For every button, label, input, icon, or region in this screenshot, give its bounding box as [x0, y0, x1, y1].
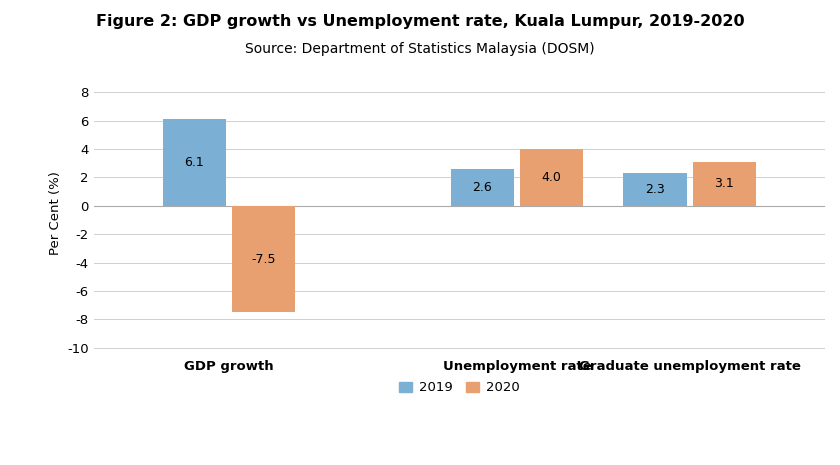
- Text: -7.5: -7.5: [251, 252, 276, 266]
- Text: 3.1: 3.1: [714, 177, 734, 190]
- Legend: 2019, 2020: 2019, 2020: [394, 376, 525, 399]
- Bar: [232, 206, 295, 312]
- Bar: [623, 173, 687, 206]
- Text: 2.6: 2.6: [472, 181, 492, 194]
- Bar: [163, 119, 226, 206]
- Text: 2.3: 2.3: [645, 183, 665, 196]
- Text: Figure 2: GDP growth vs Unemployment rate, Kuala Lumpur, 2019-2020: Figure 2: GDP growth vs Unemployment rat…: [96, 14, 744, 29]
- Bar: [692, 162, 756, 206]
- Bar: [451, 169, 514, 206]
- Text: Source: Department of Statistics Malaysia (DOSM): Source: Department of Statistics Malaysi…: [245, 42, 595, 56]
- Text: 6.1: 6.1: [185, 156, 204, 169]
- Text: 4.0: 4.0: [542, 171, 561, 184]
- Bar: [520, 149, 583, 206]
- Y-axis label: Per Cent (%): Per Cent (%): [49, 171, 61, 255]
